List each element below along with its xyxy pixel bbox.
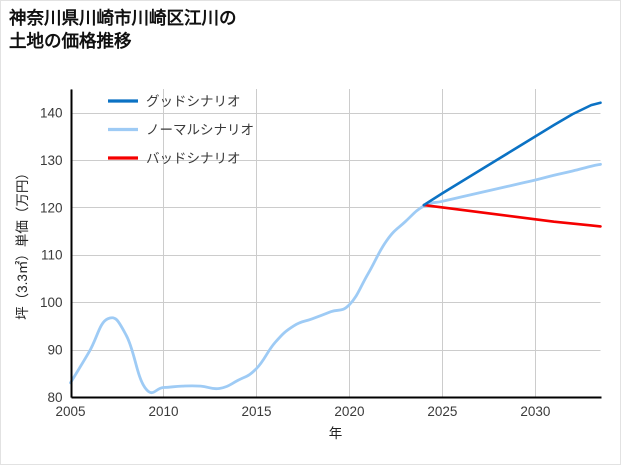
x-axis-title: 年	[329, 426, 343, 441]
series-line-2	[69, 162, 602, 395]
x-tick-label-2030: 2030	[520, 404, 550, 419]
x-tick-label-2020: 2020	[334, 404, 364, 419]
legend-label-1: グッドシナリオ	[146, 94, 241, 109]
chart-title: 神奈川県川崎市川崎区江川の 土地の価格推移	[9, 8, 237, 52]
y-tick-label-120: 120	[40, 200, 63, 215]
axis-lines	[70, 89, 602, 399]
series-line-3	[422, 203, 602, 228]
legend-label-3: バッドシナリオ	[146, 151, 241, 166]
y-tick-label-110: 110	[41, 248, 63, 263]
x-tick-label-2005: 2005	[55, 404, 85, 419]
y-tick-label-140: 140	[40, 105, 63, 120]
y-axis-tick-labels: 80 90 100 110 120 130 140	[40, 105, 63, 404]
data-series-group	[69, 101, 602, 395]
x-axis-label-text: 年	[329, 426, 343, 441]
legend-label-2: ノーマルシナリオ	[146, 123, 254, 138]
y-tick-label-130: 130	[40, 153, 63, 168]
y-axis-label-text: 坪（3.3㎡）単価（万円）	[15, 166, 30, 320]
x-axis-tick-labels: 2005 2010 2015 2020 2025 2030	[55, 404, 550, 419]
y-tick-label-80: 80	[47, 390, 62, 405]
y-tick-label-100: 100	[40, 295, 63, 310]
series-line-1	[422, 101, 602, 207]
y-axis-title: 坪（3.3㎡）単価（万円）	[15, 166, 30, 320]
y-tick-label-90: 90	[47, 342, 62, 357]
x-tick-label-2010: 2010	[148, 404, 178, 419]
x-tick-label-2015: 2015	[241, 404, 271, 419]
x-tick-label-2025: 2025	[427, 404, 457, 419]
